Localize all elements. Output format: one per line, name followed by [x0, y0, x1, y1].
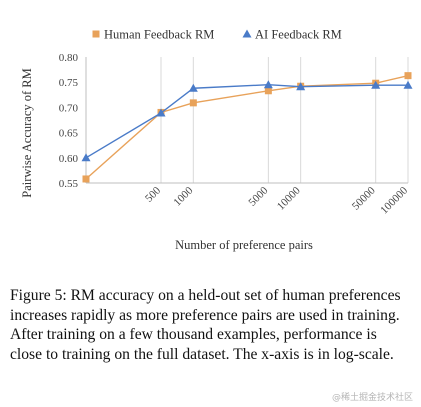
- series-ai-feedback-rm: [81, 80, 413, 162]
- legend-label: Human Feedback RM: [104, 28, 214, 42]
- legend-item: Human Feedback RM: [92, 28, 214, 42]
- data-point: [264, 87, 272, 95]
- data-point: [92, 30, 100, 38]
- series-line: [85, 74, 409, 180]
- data-point: [403, 80, 413, 89]
- y-tick-label: 0.75: [59, 77, 79, 89]
- x-tick-label: 10000: [275, 184, 303, 212]
- data-point: [242, 29, 252, 38]
- x-tick-label: 50000: [350, 184, 378, 212]
- data-point: [189, 99, 197, 107]
- x-tick-label: 100000: [378, 184, 410, 216]
- x-tick-label: 1000: [171, 184, 195, 208]
- figure-caption: Figure 5: RM accuracy on a held-out set …: [10, 287, 401, 363]
- data-point: [263, 80, 273, 89]
- y-tick-label: 0.65: [59, 128, 79, 140]
- accuracy-line-chart: Human Feedback RM AI Feedback RM 0.55 0.60…: [20, 28, 413, 252]
- y-tick-label: 0.80: [59, 52, 79, 64]
- watermark: @稀土掘金技术社区: [331, 393, 413, 403]
- data-point: [404, 72, 412, 80]
- series-human-feedback-rm: [82, 72, 412, 183]
- y-axis-label: Pairwise Accuracy of RM: [20, 68, 34, 197]
- data-point: [188, 83, 198, 92]
- x-axis-label: Number of preference pairs: [175, 238, 313, 252]
- data-point: [81, 153, 91, 162]
- x-tick-label: 500: [143, 184, 164, 205]
- x-tick-label: 5000: [246, 184, 270, 208]
- data-point: [296, 82, 306, 91]
- series-line: [85, 84, 408, 159]
- chart-legend: Human Feedback RM AI Feedback RM: [92, 28, 342, 42]
- data-point: [82, 175, 90, 183]
- chart-axes: [85, 57, 408, 184]
- y-tick-label: 0.55: [59, 178, 79, 190]
- legend-label: AI Feedback RM: [255, 28, 342, 42]
- data-point: [156, 108, 166, 117]
- legend-item: AI Feedback RM: [242, 28, 342, 42]
- chart-gridlines: [160, 57, 409, 183]
- y-tick-label: 0.60: [59, 153, 79, 165]
- data-point: [371, 80, 381, 89]
- chart-series: [81, 72, 413, 183]
- y-tick-label: 0.70: [59, 102, 79, 114]
